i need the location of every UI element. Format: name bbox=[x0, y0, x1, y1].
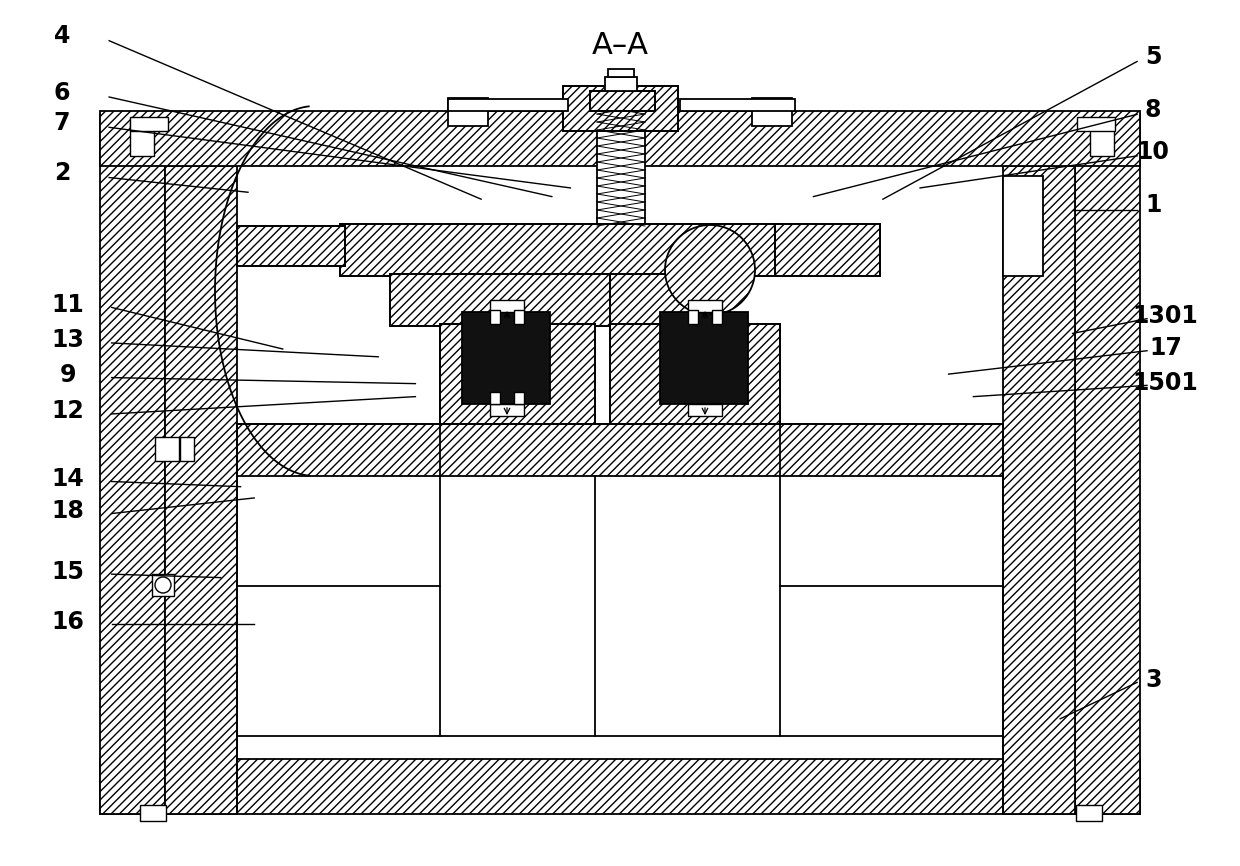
Bar bbox=[490, 300, 525, 312]
Bar bbox=[608, 69, 634, 77]
Text: 9: 9 bbox=[60, 363, 77, 387]
Bar bbox=[237, 424, 1003, 476]
Bar bbox=[712, 310, 722, 324]
Text: A–A: A–A bbox=[591, 31, 649, 61]
Bar bbox=[775, 224, 880, 276]
Bar bbox=[100, 111, 1140, 166]
Bar bbox=[490, 404, 525, 416]
Bar bbox=[1076, 805, 1102, 821]
Bar bbox=[1003, 176, 1043, 276]
Bar bbox=[1078, 117, 1115, 131]
Bar bbox=[590, 91, 655, 111]
Text: 17: 17 bbox=[1149, 336, 1182, 360]
Text: 1501: 1501 bbox=[1132, 371, 1199, 395]
Text: 15: 15 bbox=[52, 559, 84, 584]
Bar bbox=[155, 437, 179, 461]
Bar bbox=[140, 805, 166, 821]
Text: 7: 7 bbox=[53, 111, 71, 135]
Circle shape bbox=[665, 225, 755, 315]
Bar bbox=[180, 437, 193, 461]
Text: 4: 4 bbox=[53, 24, 71, 48]
Bar bbox=[680, 99, 795, 111]
Text: 1: 1 bbox=[1145, 193, 1162, 217]
Text: 5: 5 bbox=[1145, 45, 1162, 69]
Text: 10: 10 bbox=[1137, 139, 1169, 164]
Bar bbox=[660, 312, 748, 404]
Bar bbox=[605, 77, 637, 91]
Bar bbox=[610, 324, 780, 424]
Text: 1301: 1301 bbox=[1132, 304, 1199, 328]
Bar bbox=[775, 224, 880, 276]
Bar bbox=[1003, 166, 1075, 814]
Bar bbox=[490, 392, 500, 404]
Bar bbox=[448, 98, 489, 126]
Bar bbox=[440, 324, 595, 424]
Text: 8: 8 bbox=[1145, 98, 1162, 122]
Bar bbox=[515, 310, 525, 324]
Bar bbox=[1090, 122, 1114, 156]
Bar bbox=[448, 99, 568, 111]
Bar bbox=[237, 226, 345, 266]
Text: 12: 12 bbox=[52, 399, 84, 423]
Bar bbox=[610, 274, 730, 326]
Bar bbox=[165, 166, 237, 814]
Bar bbox=[610, 324, 780, 424]
Bar bbox=[751, 98, 792, 126]
Bar bbox=[130, 117, 167, 131]
Bar bbox=[590, 91, 655, 111]
Text: 13: 13 bbox=[52, 328, 84, 352]
Text: 14: 14 bbox=[52, 467, 84, 491]
Bar bbox=[130, 122, 154, 156]
Text: 18: 18 bbox=[52, 499, 84, 523]
Text: 2: 2 bbox=[53, 161, 71, 185]
Bar bbox=[463, 312, 551, 404]
Bar bbox=[688, 310, 698, 324]
Bar bbox=[153, 574, 174, 596]
Bar bbox=[490, 310, 500, 324]
Bar bbox=[100, 114, 165, 814]
Bar bbox=[391, 274, 610, 326]
Bar bbox=[340, 224, 780, 276]
Text: 3: 3 bbox=[1145, 668, 1162, 692]
Bar bbox=[563, 86, 678, 131]
Text: 16: 16 bbox=[52, 610, 84, 634]
Bar bbox=[1075, 114, 1140, 814]
Bar bbox=[100, 759, 1140, 814]
Bar bbox=[688, 300, 722, 312]
Bar bbox=[563, 86, 678, 131]
Bar bbox=[237, 226, 345, 266]
Bar bbox=[688, 404, 722, 416]
Text: 6: 6 bbox=[53, 81, 71, 105]
Bar bbox=[515, 392, 525, 404]
Bar bbox=[340, 224, 780, 276]
Bar bbox=[610, 274, 730, 326]
Circle shape bbox=[155, 577, 171, 593]
Bar bbox=[440, 324, 595, 424]
Bar bbox=[596, 111, 645, 226]
Text: 11: 11 bbox=[52, 293, 84, 317]
Bar bbox=[391, 274, 610, 326]
